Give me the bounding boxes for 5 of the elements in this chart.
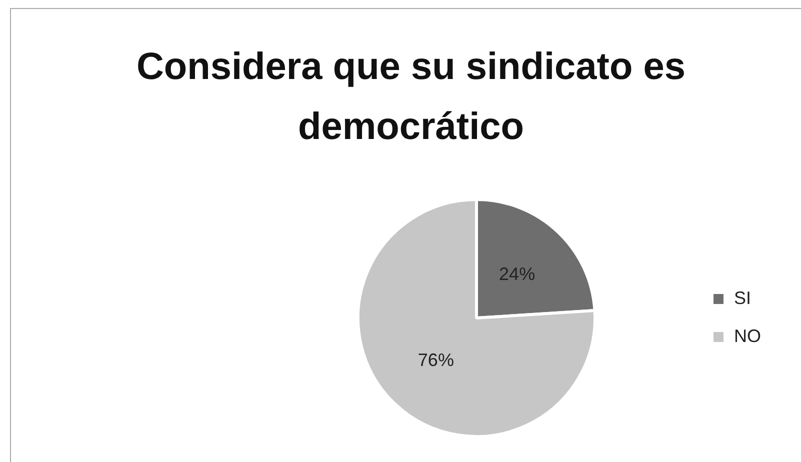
- legend-label: SI: [734, 288, 752, 308]
- data-label: 24%: [499, 264, 536, 284]
- data-label: 76%: [418, 350, 454, 370]
- legend-label: NO: [734, 326, 761, 346]
- chart-title: Considera que su sindicato es democrático: [135, 45, 687, 150]
